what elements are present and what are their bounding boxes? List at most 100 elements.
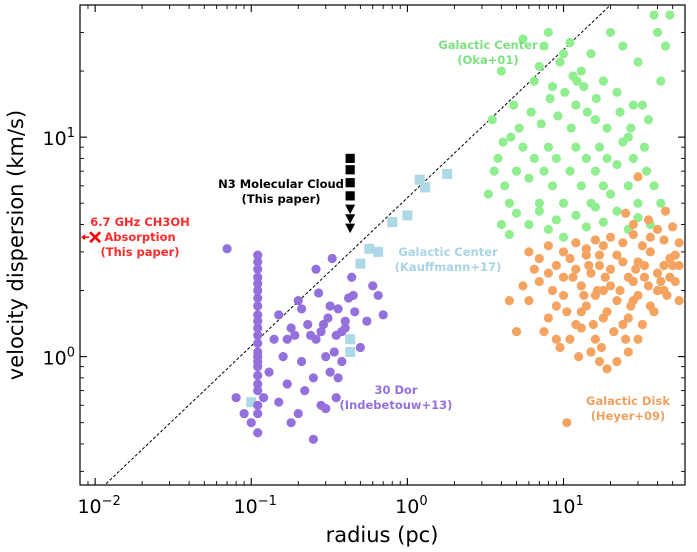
- data-point: [442, 168, 453, 179]
- data-point: [529, 264, 539, 274]
- data-point: [560, 87, 570, 97]
- data-point: [633, 212, 643, 223]
- data-point: [571, 100, 581, 110]
- data-point: [594, 142, 605, 152]
- data-point: [509, 100, 519, 110]
- data-point: [345, 223, 356, 234]
- data-point: [345, 214, 356, 224]
- data-point: [623, 272, 633, 282]
- data-point: [668, 222, 678, 232]
- data-point: [621, 334, 631, 344]
- data-point: [615, 107, 625, 117]
- data-point: [621, 208, 631, 218]
- series-n3-molecular-cloud-upper-limits: [345, 204, 356, 234]
- data-point: [579, 290, 589, 301]
- data-point: [652, 27, 663, 38]
- data-point: [626, 123, 636, 133]
- data-point: [623, 181, 633, 191]
- data-point: [350, 307, 360, 317]
- data-point: [598, 217, 608, 227]
- data-point: [594, 260, 605, 271]
- data-point: [274, 310, 284, 320]
- data-point: [590, 202, 600, 212]
- data-point: [345, 334, 356, 345]
- data-point: [543, 224, 553, 234]
- x-tick-label: 101: [551, 494, 583, 518]
- data-point: [539, 166, 549, 176]
- data-point: [253, 272, 263, 282]
- data-point: [605, 281, 616, 291]
- data-point: [598, 76, 608, 86]
- data-point: [660, 206, 671, 216]
- data-point: [496, 66, 506, 76]
- data-point: [511, 208, 522, 218]
- data-point: [355, 258, 366, 269]
- data-point: [534, 253, 544, 264]
- data-point: [253, 257, 263, 267]
- data-point: [645, 232, 655, 242]
- data-point: [282, 334, 292, 344]
- data-point: [674, 238, 684, 248]
- data-point: [286, 323, 296, 333]
- data-point: [296, 304, 307, 314]
- data-point: [633, 172, 643, 182]
- data-point: [387, 217, 398, 228]
- data-point: [649, 10, 659, 20]
- data-point: [582, 107, 592, 117]
- data-point: [643, 215, 654, 225]
- data-point: [333, 373, 343, 383]
- data-point: [574, 352, 584, 362]
- data-point: [487, 115, 497, 125]
- data-point: [659, 235, 669, 245]
- data-point: [253, 400, 263, 410]
- data-point: [598, 313, 608, 323]
- data-point: [534, 276, 544, 287]
- data-point: [633, 198, 643, 208]
- data-point: [581, 250, 591, 260]
- data-point: [362, 316, 372, 326]
- data-point: [609, 326, 619, 337]
- label-6-7-ghz-ch3oh-absorption-this-paper: 6.7 GHz CH3OH Absorption (This paper): [90, 215, 190, 259]
- data-point: [253, 408, 263, 419]
- data-point: [576, 66, 586, 76]
- data-point: [565, 334, 575, 344]
- data-point: [674, 295, 684, 306]
- data-point: [293, 295, 303, 306]
- data-point: [547, 81, 558, 92]
- data-point: [590, 115, 600, 125]
- data-point: [645, 247, 655, 257]
- data-point: [628, 295, 638, 306]
- data-point: [547, 181, 558, 191]
- data-point: [543, 241, 553, 251]
- data-point: [576, 281, 586, 291]
- data-point: [355, 342, 365, 353]
- data-point: [628, 100, 638, 110]
- data-point: [239, 408, 249, 419]
- data-point: [543, 27, 553, 38]
- data-point: [612, 206, 622, 216]
- data-point: [605, 189, 616, 199]
- data-point: [253, 330, 263, 340]
- data-point: [615, 285, 625, 296]
- data-point: [514, 123, 524, 133]
- data-point: [504, 198, 514, 208]
- data-point: [483, 189, 493, 199]
- data-point: [311, 264, 321, 274]
- data-point: [489, 166, 499, 176]
- data-point: [618, 41, 628, 51]
- data-point: [581, 153, 591, 164]
- data-point: [555, 57, 565, 67]
- data-point: [641, 166, 652, 176]
- data-points-layer: [81, 10, 684, 444]
- data-point: [293, 408, 303, 419]
- data-point: [337, 356, 347, 367]
- data-point: [618, 238, 628, 248]
- data-point: [253, 379, 263, 389]
- data-point: [524, 295, 534, 306]
- data-point: [579, 81, 589, 92]
- data-point: [581, 222, 591, 232]
- data-point: [571, 142, 581, 152]
- label-30-dor-indebetouw-13: 30 Dor (Indebetouw+13): [340, 383, 453, 412]
- series-6-7-ghz-ch3oh-absorption-this-paper: [81, 231, 102, 244]
- data-point: [605, 27, 616, 38]
